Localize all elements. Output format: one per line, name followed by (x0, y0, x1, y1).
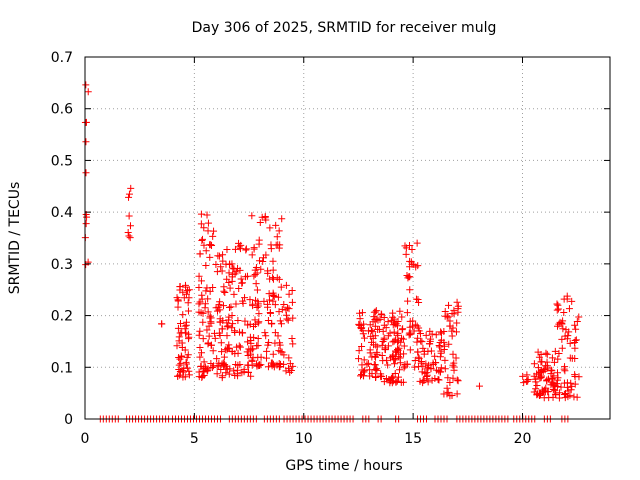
chart-background (0, 0, 640, 480)
x-tick-label: 0 (81, 431, 90, 447)
y-axis-label: SRMTID / TECUs (7, 182, 23, 295)
y-tick-label: 0.5 (51, 153, 73, 169)
x-axis-label: GPS time / hours (285, 458, 402, 474)
x-tick-label: 15 (404, 431, 422, 447)
y-tick-label: 0.4 (51, 205, 73, 221)
y-tick-label: 0.7 (51, 50, 73, 66)
y-tick-label: 0 (64, 412, 73, 428)
x-tick-label: 5 (190, 431, 199, 447)
y-tick-label: 0.6 (51, 102, 73, 118)
x-tick-label: 10 (295, 431, 313, 447)
y-tick-label: 0.1 (51, 360, 73, 376)
chart: 0 0.1 0.2 0.3 0.4 0.5 0.6 0.7 0 5 10 15 20 Day 306 o… (0, 0, 640, 480)
x-tick-label: 20 (514, 431, 532, 447)
y-tick-label: 0.2 (51, 309, 73, 325)
y-tick-label: 0.3 (51, 257, 73, 273)
chart-title: Day 306 of 2025, SRMTID for receiver mul… (192, 20, 497, 36)
